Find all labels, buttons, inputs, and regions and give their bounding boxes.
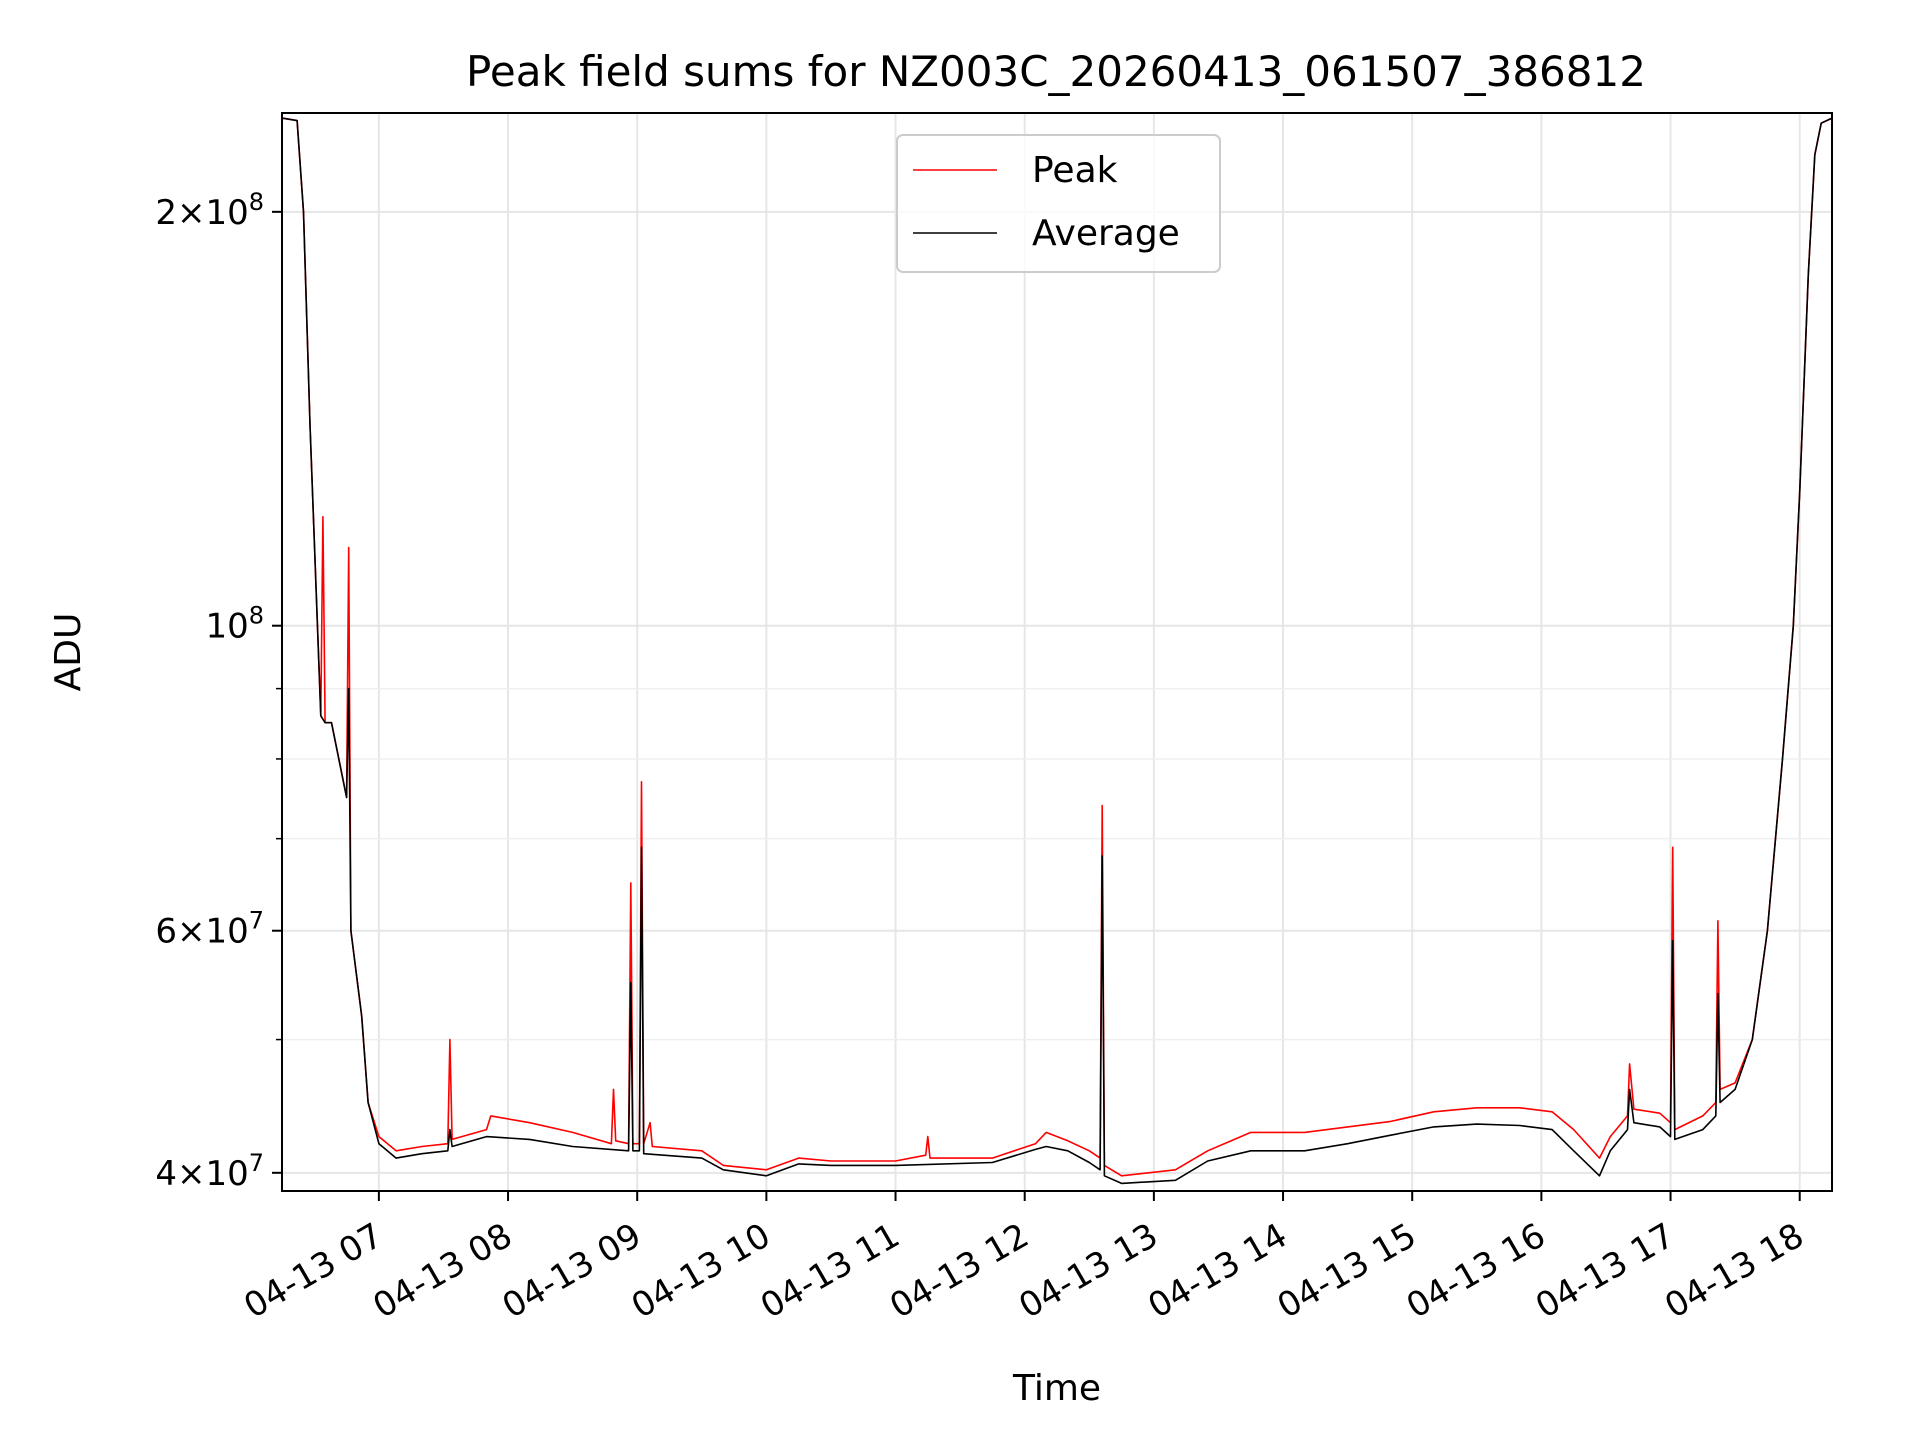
series-lines: [281, 117, 1833, 1185]
y-tick-label: 6×107: [155, 907, 264, 952]
series-line-average: [281, 117, 1833, 1185]
chart-title: Peak field sums for NZ003C_20260413_0615…: [466, 47, 1646, 96]
legend-average-label: Average: [1032, 213, 1180, 254]
y-tick-label: 2×108: [155, 188, 264, 233]
y-axis-label: ADU: [48, 613, 89, 692]
grid-lines: [282, 113, 1832, 1191]
y-tick-label: 108: [205, 602, 264, 647]
y-tick-label: 4×107: [155, 1149, 264, 1194]
legend: Peak Average: [896, 134, 1221, 273]
legend-peak-label: Peak: [1032, 150, 1118, 191]
x-axis-label: Time: [1012, 1368, 1101, 1409]
plot-frame: [281, 112, 1833, 1192]
